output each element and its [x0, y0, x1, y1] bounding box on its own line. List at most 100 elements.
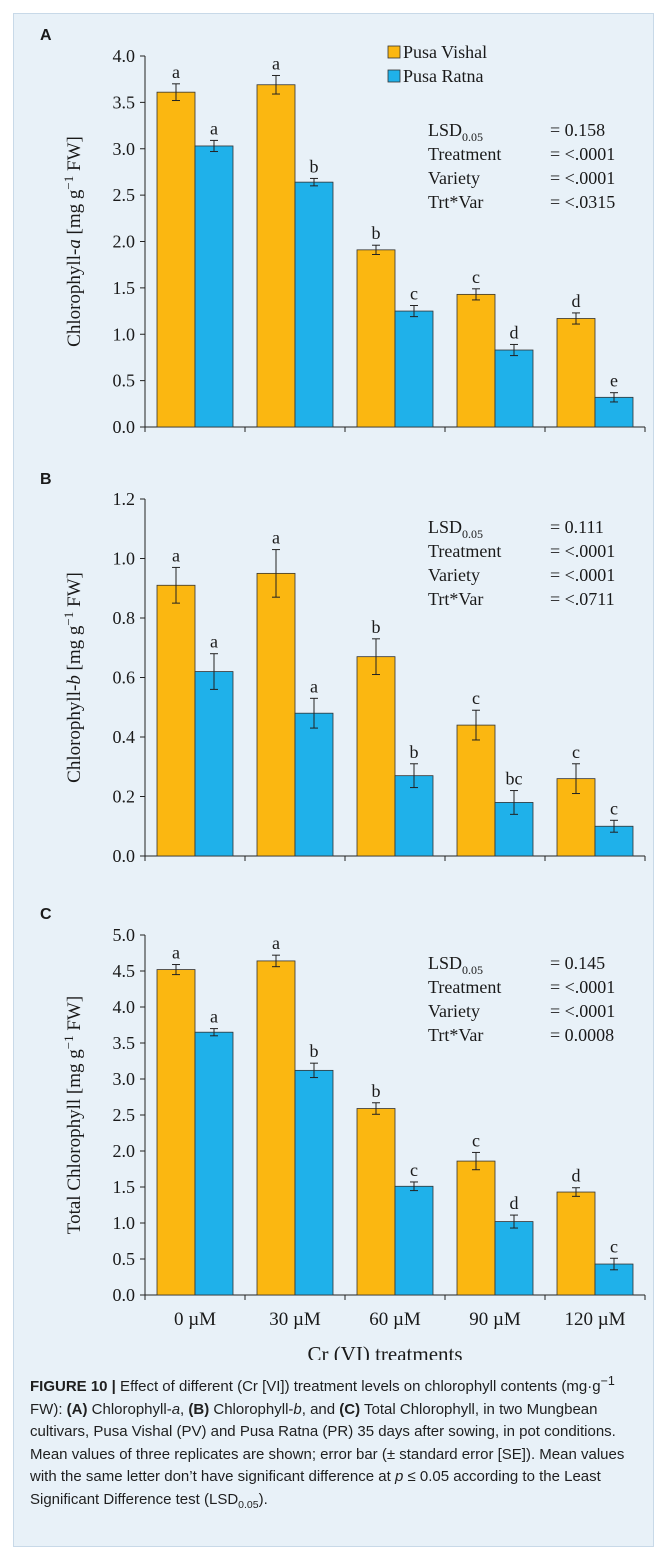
bar	[356, 1108, 396, 1296]
bar	[456, 293, 496, 428]
stat-label: Trt*Var	[428, 192, 483, 212]
significance-letter: c	[610, 1236, 618, 1256]
bar	[356, 249, 396, 428]
stat-label: Variety	[428, 565, 480, 585]
significance-letter: c	[610, 798, 618, 818]
y-tick-label: 1.0	[113, 1213, 136, 1233]
significance-letter: c	[410, 1160, 418, 1180]
y-tick-label: 3.0	[113, 139, 136, 159]
caption-p-italic: p	[394, 1468, 404, 1485]
caption-text-3: ≤ 0.05 according to the Least Significan…	[30, 1468, 601, 1508]
legend-swatch	[387, 45, 401, 59]
y-tick-label: 1.0	[113, 324, 136, 344]
stat-value: = <.0001	[550, 144, 615, 164]
caption-text-4: ).	[258, 1490, 268, 1508]
bar	[394, 1185, 434, 1296]
significance-letter: a	[210, 118, 218, 138]
bar	[294, 181, 334, 428]
significance-letter: a	[172, 943, 180, 963]
bar	[556, 1191, 596, 1296]
chart-figure: A0.00.51.01.52.02.53.03.54.0a abcdabcdeCh…	[40, 27, 646, 1360]
significance-letter: b	[372, 1081, 381, 1101]
stat-label: Trt*Var	[428, 1025, 483, 1045]
significance-letter: a	[172, 545, 180, 565]
significance-letter: a	[272, 933, 280, 953]
y-tick-label: 4.5	[113, 961, 136, 981]
bar	[194, 1031, 234, 1296]
stat-label: Variety	[428, 168, 480, 188]
caption-a-italic: a	[171, 1400, 181, 1418]
y-tick-label: 1.5	[113, 1177, 136, 1197]
caption-unit-sup: −1	[600, 1374, 615, 1388]
significance-letter: d	[510, 1193, 519, 1213]
significance-letter: a	[272, 53, 280, 73]
bar	[456, 1160, 496, 1296]
figure-frame	[13, 13, 654, 1547]
significance-letter: bc	[506, 769, 523, 789]
bar	[156, 91, 196, 428]
significance-letter: a	[310, 676, 318, 696]
caption-text-2: FW):	[30, 1400, 67, 1418]
stat-label: Variety	[428, 1001, 480, 1021]
caption-a-text: Chlorophyll-	[87, 1400, 172, 1418]
caption-lsd-sub: 0.05	[238, 1498, 259, 1511]
y-tick-label: 2.0	[113, 1141, 136, 1161]
stat-value: = <.0315	[550, 192, 615, 212]
stat-value: = <.0711	[550, 589, 615, 609]
y-tick-label: 0.6	[113, 668, 136, 688]
y-tick-label: 5.0	[113, 925, 136, 945]
stat-label: Treatment	[428, 977, 501, 997]
y-axis-label: Chlorophyll-a [mg g−1 FW]	[61, 136, 85, 347]
y-tick-label: 3.0	[113, 1069, 136, 1089]
stat-label: LSD0.05	[428, 517, 483, 541]
y-axis-label: Chlorophyll-b [mg g−1 FW]	[61, 572, 85, 783]
x-tick-label: 60 µM	[369, 1309, 421, 1330]
y-tick-label: 0.0	[113, 846, 136, 866]
y-tick-label: 2.5	[113, 1105, 136, 1125]
chart-panel-c: C 0.0 0.5 1.0 1.5 2.0 2.5 3.0 3.5 4.0 4.5 5.0 a a b c d a…	[40, 906, 646, 1360]
bar	[356, 656, 396, 857]
stat-value: = 0.158	[550, 120, 605, 140]
y-tick-label: 0.2	[113, 787, 136, 807]
x-tick-label: 90 µM	[469, 1309, 521, 1330]
stat-label: Treatment	[428, 144, 501, 164]
significance-letter: c	[572, 742, 580, 762]
bar	[556, 318, 596, 428]
significance-letter: b	[310, 1041, 319, 1061]
panel-letter: B	[40, 471, 52, 488]
y-axis-label: Total Chlorophyll [mg g−1 FW]	[61, 996, 85, 1234]
bar	[294, 712, 334, 857]
bar	[494, 349, 534, 428]
significance-letter: d	[572, 1166, 581, 1186]
chart-panel-a: A 0.0 0.5 1.0 1.5 2.0 2.5 3.0 3.5 4.0 a a b c d a b c d e Ch…	[40, 27, 646, 437]
significance-letter: a	[210, 632, 218, 652]
panel-letter: A	[40, 27, 52, 44]
stat-value: = 0.111	[550, 517, 604, 537]
significance-letter: c	[410, 283, 418, 303]
figure-caption: FIGURE 10 | Effect of different (Cr [VI]…	[30, 1370, 642, 1516]
y-tick-label: 2.5	[113, 185, 136, 205]
significance-letter: b	[372, 617, 381, 637]
bar	[194, 145, 234, 428]
stat-value: = <.0001	[550, 1001, 615, 1021]
significance-letter: d	[510, 322, 519, 342]
caption-sep-1: ,	[180, 1400, 189, 1418]
y-tick-label: 0.5	[113, 371, 136, 391]
stat-value: = 0.145	[550, 953, 605, 973]
caption-c-text: Total Chlorophyll, in two Mungbean culti…	[30, 1400, 625, 1486]
caption-b-label: (B)	[188, 1400, 210, 1418]
x-tick-label: 0 µM	[174, 1309, 216, 1330]
caption-a-label: (A)	[66, 1400, 88, 1418]
y-tick-label: 1.2	[113, 489, 136, 509]
significance-letter: c	[472, 1130, 480, 1150]
significance-letter: e	[610, 371, 618, 391]
y-tick-label: 0.0	[113, 1285, 136, 1305]
caption-figure-label: FIGURE 10 |	[30, 1378, 116, 1395]
legend-swatch	[387, 69, 401, 83]
bar	[256, 84, 296, 428]
y-tick-label: 0.4	[113, 727, 136, 747]
caption-b-text: Chlorophyll-	[209, 1400, 294, 1418]
bar	[494, 1221, 534, 1296]
chart-panel-b: B0.00.20.40.60.81.01.2aabccaabbccChlorop…	[40, 471, 646, 866]
caption-c-label: (C)	[339, 1400, 361, 1418]
